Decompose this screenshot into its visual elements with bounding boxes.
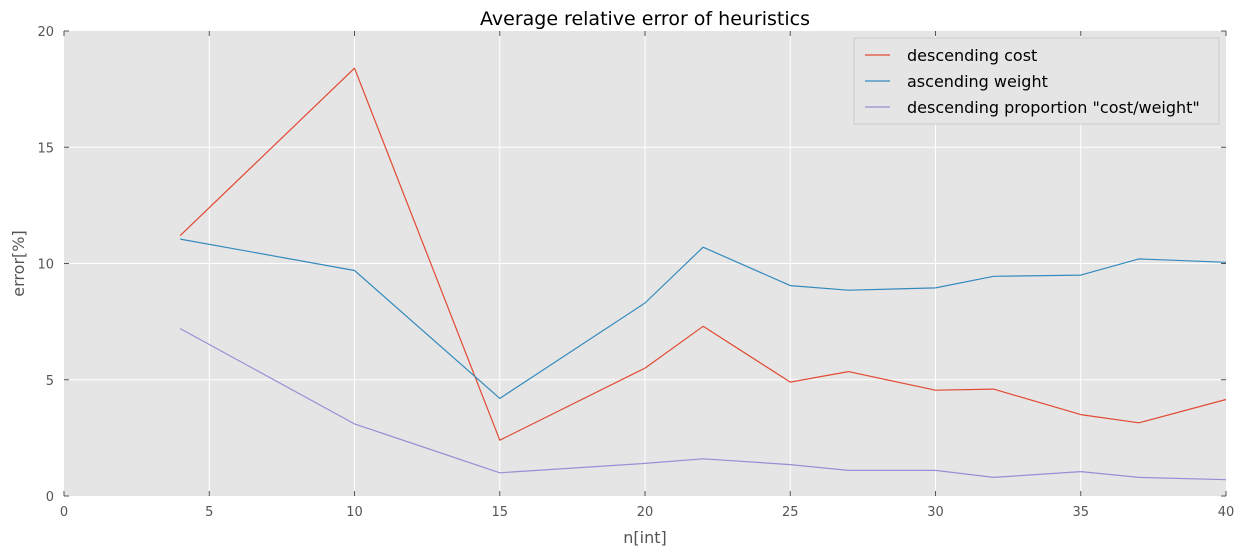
legend: descending cost ascending weight descend…	[853, 37, 1220, 125]
x-tick-label: 0	[60, 505, 68, 520]
series-line-ascending-weight	[180, 238, 1227, 399]
legend-label-ascending-weight: ascending weight	[907, 72, 1048, 91]
y-tick-label: 0	[46, 490, 54, 505]
legend-label-descending-proportion: descending proportion "cost/weight"	[907, 98, 1200, 117]
y-tick-label: 20	[37, 25, 54, 40]
y-tick-label: 10	[37, 258, 54, 273]
x-axis-label: n[int]	[623, 528, 666, 547]
x-tick-label: 5	[205, 505, 213, 520]
series-line-descending-cost	[179, 67, 1227, 441]
legend-frame	[853, 37, 1220, 125]
x-tick-label: 30	[927, 505, 944, 520]
series-line-descending-proportion-cost-weight	[179, 328, 1227, 481]
x-tick-label: 35	[1072, 505, 1089, 520]
series-lines	[179, 67, 1227, 481]
y-tick-label: 15	[37, 141, 54, 156]
x-tick-label: 20	[637, 505, 654, 520]
x-tick-label: 25	[782, 505, 799, 520]
x-tick-label: 15	[491, 505, 508, 520]
grid	[64, 31, 1226, 496]
y-tick-label: 5	[46, 374, 54, 389]
x-tick-label: 10	[346, 505, 363, 520]
axis-ticks: 0 5 10 15 20 25 30 35 40 0 5 10 15 20	[37, 25, 1234, 520]
x-tick-label: 40	[1218, 505, 1235, 520]
chart-title: Average relative error of heuristics	[480, 8, 810, 30]
legend-label-descending-cost: descending cost	[907, 46, 1037, 65]
y-axis-label: error[%]	[9, 230, 28, 296]
